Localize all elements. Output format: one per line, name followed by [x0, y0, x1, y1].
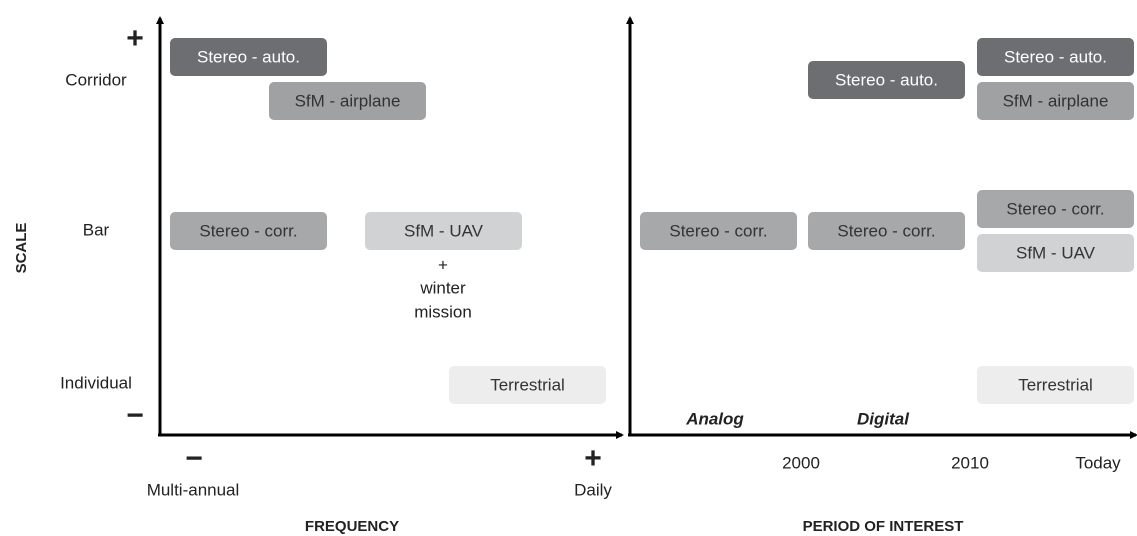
box-label: SfM - UAV	[1016, 243, 1096, 262]
y-level: Individual	[60, 373, 132, 392]
box-label: Stereo - corr.	[669, 221, 767, 240]
box	[977, 82, 1134, 120]
box-label: SfM - airplane	[295, 91, 401, 110]
box-label: Stereo - corr.	[837, 221, 935, 240]
box	[640, 212, 797, 250]
box	[269, 82, 426, 120]
box	[808, 61, 965, 99]
box	[808, 212, 965, 250]
x-tick-label: 2010	[951, 453, 989, 472]
box-label: Stereo - corr.	[1006, 199, 1104, 218]
x-tick-label: Today	[1075, 453, 1121, 472]
y-plus: +	[126, 22, 144, 55]
x-minus: −	[185, 442, 203, 475]
box	[170, 212, 327, 250]
box	[977, 190, 1134, 228]
note: +	[438, 255, 448, 274]
y-level: Bar	[83, 220, 110, 239]
era-label: Analog	[685, 409, 744, 428]
box-label: SfM - airplane	[1003, 91, 1109, 110]
x-high-label: Daily	[574, 480, 612, 499]
era-label: Digital	[857, 409, 910, 428]
box	[170, 38, 327, 76]
x-axis-title: FREQUENCY	[305, 518, 399, 535]
box-label: Stereo - auto.	[197, 47, 300, 66]
box	[977, 234, 1134, 272]
x-axis-title: PERIOD OF INTEREST	[803, 518, 964, 535]
x-low-label: Multi-annual	[147, 480, 240, 499]
box	[977, 366, 1134, 404]
box-label: Stereo - auto.	[835, 70, 938, 89]
x-plus: +	[584, 442, 602, 475]
box-label: Stereo - corr.	[199, 221, 297, 240]
box-label: SfM - UAV	[404, 221, 484, 240]
x-tick-label: 2000	[782, 453, 820, 472]
box-label: Terrestrial	[490, 375, 565, 394]
note: winter	[419, 278, 466, 297]
y-axis-title: SCALE	[13, 223, 30, 274]
box	[365, 212, 522, 250]
box	[977, 38, 1134, 76]
y-minus: −	[126, 399, 144, 432]
box	[449, 366, 606, 404]
box-label: Stereo - auto.	[1004, 47, 1107, 66]
box-label: Terrestrial	[1018, 375, 1093, 394]
note: mission	[414, 302, 472, 321]
y-level: Corridor	[65, 70, 127, 89]
